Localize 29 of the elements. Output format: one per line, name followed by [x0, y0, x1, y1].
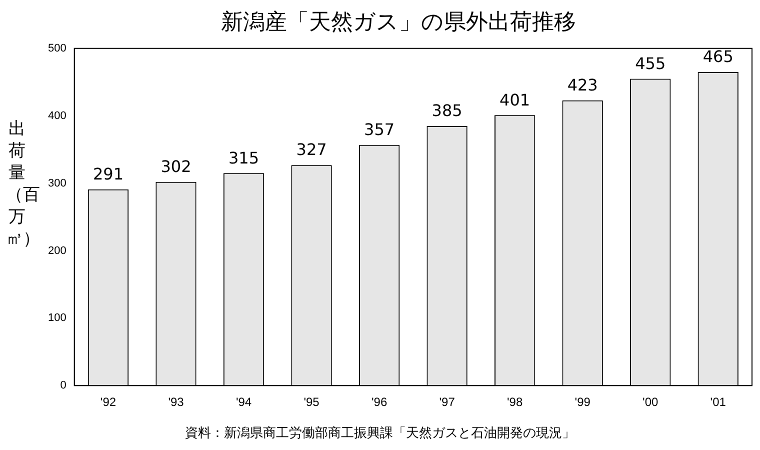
- data-label: 315: [228, 148, 260, 168]
- x-tick-label: '97: [439, 395, 456, 410]
- text: 資料：新潟県商工労働部商工振興課「天然ガスと石油開発の現況」: [184, 425, 576, 442]
- x-tick-label: '95: [304, 395, 320, 410]
- data-label: 291: [92, 164, 124, 184]
- y-tick-label: 200: [48, 244, 66, 257]
- y-tick-label: 500: [48, 42, 66, 54]
- data-label: 465: [702, 47, 734, 66]
- data-label: 401: [500, 90, 530, 110]
- y-tick-label: 400: [48, 110, 66, 122]
- y-tick-label: 300: [48, 177, 66, 190]
- y-axis-title: 出荷量（百万㎥）: [6, 118, 40, 250]
- x-tick-label: '96: [371, 395, 388, 410]
- y-tick-label: 100: [48, 312, 66, 324]
- x-tick-label: '01: [710, 395, 726, 410]
- data-label: 385: [432, 101, 462, 120]
- y-tick-label: 0: [60, 380, 66, 392]
- x-tick-label: '92: [100, 395, 116, 410]
- x-tick-label: '99: [574, 395, 591, 410]
- x-tick-label: '93: [168, 395, 184, 410]
- x-tick-label: '98: [507, 395, 523, 410]
- data-label: 423: [567, 75, 598, 94]
- chart-title: 新潟産「天然ガス」の県外出荷推移: [221, 10, 576, 35]
- data-label: 302: [160, 157, 192, 176]
- x-tick-label: '00: [642, 395, 658, 410]
- data-label: 357: [364, 120, 395, 139]
- data-label: 455: [635, 54, 666, 73]
- data-label: 327: [296, 140, 327, 160]
- x-tick-label: '94: [236, 395, 252, 410]
